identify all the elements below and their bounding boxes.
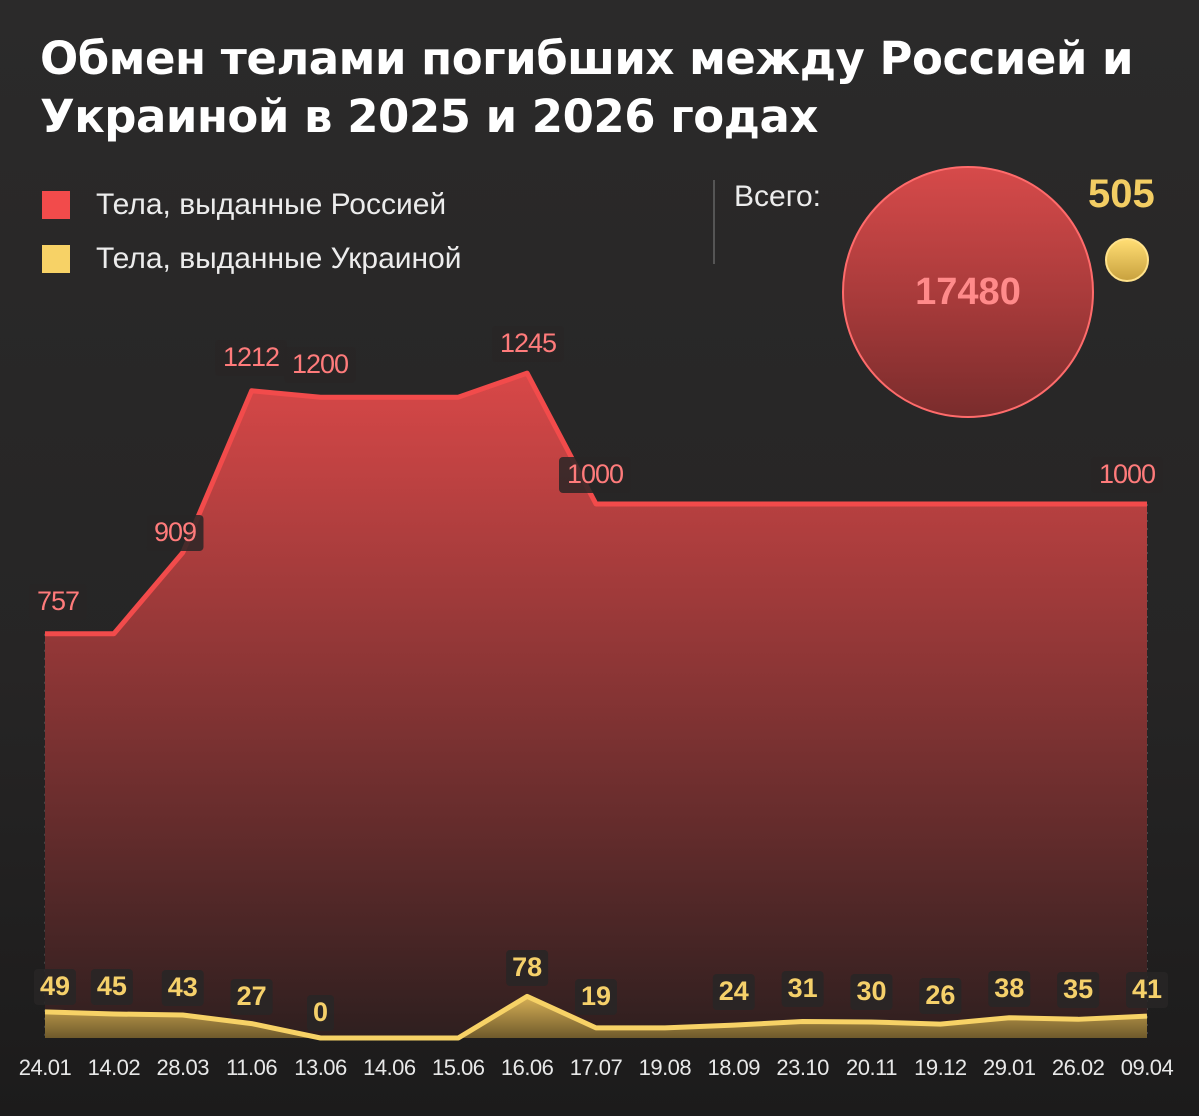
ukraine-area [45,996,1147,1038]
x-axis-label: 15.06 [432,1055,485,1080]
russia-data-label-bg [146,515,204,551]
ukraine-data-label: 27 [237,981,267,1011]
data-labels: 757 909 1212 1200 1245 1000 1000 49 45 43 27 0 78 19 2… [29,326,1168,1031]
russia-data-label: 909 [154,517,196,547]
russia-line [45,370,1147,637]
legend-label-russia: Тела, выданные Россией [96,188,447,221]
russia-data-label-bg [1091,457,1163,493]
x-axis-label: 19.12 [914,1055,967,1080]
legend-item-ukraine: Тела, выданные Украиной [42,232,462,286]
x-axis-label: 18.09 [707,1055,760,1080]
ukraine-data-label-bg [34,969,76,1005]
chart-title: Обмен телами погибших между Россией и Ук… [40,32,1134,143]
ukraine-line [44,993,1148,1041]
legend-item-russia: Тела, выданные Россией [42,178,462,232]
russia-data-label: 757 [37,586,79,616]
legend: Тела, выданные Россией Тела, выданные Ук… [42,178,462,286]
x-axis-label: 14.06 [363,1055,416,1080]
russia-data-label-bg [29,584,87,620]
x-axis-label: 16.06 [501,1055,554,1080]
ukraine-data-label: 26 [925,980,955,1010]
ukraine-data-label: 41 [1132,974,1162,1004]
x-axis-label: 17.07 [570,1055,623,1080]
russia-data-label-bg [492,326,564,362]
x-axis-label: 13.06 [294,1055,347,1080]
russia-data-label: 1200 [292,349,348,379]
russia-data-label-bg [559,457,631,493]
ukraine-data-label-bg [307,995,334,1031]
ukraine-data-label: 24 [719,976,749,1006]
ukraine-data-label: 43 [168,972,198,1002]
russia-total-circle: 17480 [842,166,1094,418]
ukraine-data-label-bg [988,971,1031,1007]
ukraine-data-label-bg [1126,972,1168,1008]
ukraine-data-label-bg [161,970,204,1006]
ukraine-data-label-bg [506,950,549,986]
x-axis-label: 29.01 [983,1055,1036,1080]
ukraine-data-label: 49 [40,971,70,1001]
russia-data-label: 1212 [223,342,279,372]
ukraine-data-label-bg [230,979,273,1015]
ukraine-data-label-bg [1057,972,1100,1008]
ukraine-data-label: 38 [994,973,1024,1003]
x-axis-label: 24.01 [19,1055,72,1080]
ukraine-swatch-icon [42,245,70,273]
x-axis-label: 19.08 [639,1055,692,1080]
ukraine-data-label-bg [712,974,755,1010]
russia-data-label: 1245 [500,328,556,358]
ukraine-data-label: 35 [1063,974,1093,1004]
russia-total-value: 17480 [915,270,1021,313]
x-axis-label: 20.11 [846,1055,897,1080]
ukraine-data-label: 78 [512,952,542,982]
ukraine-data-label-bg [919,978,962,1014]
x-axis-label: 23.10 [776,1055,829,1080]
ukraine-data-label: 31 [788,973,818,1003]
ukraine-data-label-bg [90,969,133,1005]
x-axis-label: 11.06 [226,1055,277,1080]
russia-swatch-icon [42,191,70,219]
ukraine-data-label: 45 [97,971,127,1001]
legend-divider [713,180,715,264]
russia-data-label-bg [284,347,356,383]
ukraine-data-label-bg [781,971,824,1007]
total-label: Всего: [734,180,821,213]
russia-data-label: 1000 [1099,459,1155,489]
x-axis-label: 09.04 [1121,1055,1174,1080]
ukraine-total-circle [1105,238,1149,282]
ukraine-data-label: 30 [856,976,886,1006]
russia-data-label-bg [215,340,287,376]
x-axis-label: 26.02 [1052,1055,1105,1080]
legend-label-ukraine: Тела, выданные Украиной [96,242,462,275]
ukraine-total-value: 505 [1088,172,1155,216]
x-axis-label: 14.02 [88,1055,141,1080]
x-axis-labels: 24.01 14.02 28.03 11.06 13.06 14.06 15.06 16.06… [19,1055,1174,1080]
ukraine-data-label-bg [575,979,617,1015]
x-axis-label: 28.03 [156,1055,209,1080]
ukraine-data-label: 19 [581,981,611,1011]
russia-area [45,373,1147,1038]
ukraine-data-label: 0 [313,997,328,1027]
russia-data-label: 1000 [567,459,623,489]
ukraine-data-label-bg [850,974,893,1010]
